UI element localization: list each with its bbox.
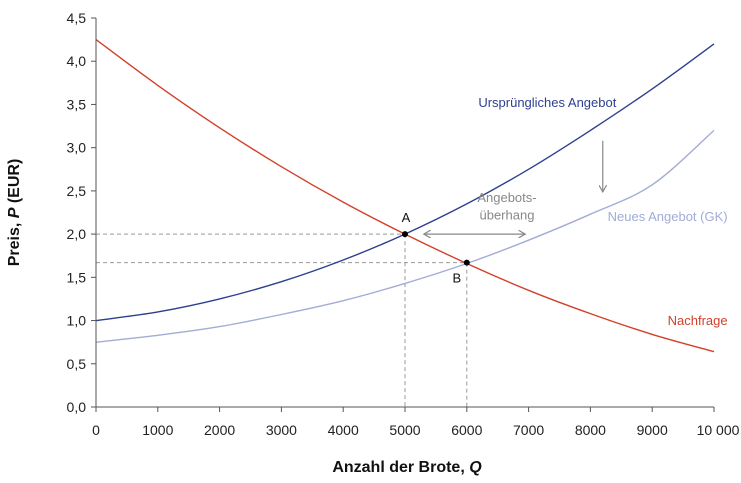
- series-label-ursprungliches-angebot: Ursprüngliches Angebot: [478, 95, 616, 110]
- points-layer: AB: [402, 210, 470, 286]
- x-tick-label: 6000: [451, 422, 482, 438]
- tick-labels: 0,0 0,5 1,0 1,5 2,0 2,5 3,0 3,5 4,0 4,5 0 1000 2000 3…: [67, 10, 740, 438]
- x-tick-label: 1000: [142, 422, 173, 438]
- y-tick-label: 3,0: [67, 140, 87, 156]
- x-axis-title-var: Q: [469, 459, 482, 476]
- x-tick-label: 4000: [328, 422, 359, 438]
- y-tick-label: 4,0: [67, 53, 87, 69]
- y-tick-label: 2,0: [67, 226, 87, 242]
- y-tick-label: 2,5: [67, 183, 87, 199]
- surplus-label-line2: überhang: [479, 207, 534, 222]
- x-tick-label: 8000: [575, 422, 606, 438]
- y-axis-title-var: P: [6, 207, 23, 218]
- x-axis-title: Anzahl der Brote, Q: [332, 459, 482, 476]
- x-tick-label: 10 000: [697, 422, 740, 438]
- y-axis-title-text: Preis,: [6, 218, 23, 266]
- y-axis-title: Preis, P (EUR): [6, 159, 23, 267]
- series-line-neues-angebot: [95, 129, 715, 343]
- y-tick-label: 1,0: [67, 313, 87, 329]
- x-tick-label: 5000: [389, 422, 420, 438]
- y-tick-label: 0,5: [67, 356, 87, 372]
- axes: [91, 17, 715, 412]
- x-tick-label: 7000: [513, 422, 544, 438]
- x-tick-label: 3000: [266, 422, 297, 438]
- series-label-nachfrage: Nachfrage: [668, 313, 728, 328]
- surplus-label-line1: Angebots-: [477, 190, 536, 205]
- x-tick-label: 9000: [637, 422, 668, 438]
- y-tick-label: 3,5: [67, 96, 87, 112]
- y-tick-label: 1,5: [67, 269, 87, 285]
- x-tick-label: 0: [92, 422, 100, 438]
- y-tick-label: 0,0: [67, 399, 87, 415]
- series-label-neues-angebot: Neues Angebot (GK): [608, 209, 728, 224]
- annotations: Ursprüngliches Angebot Neues Angebot (GK…: [425, 95, 728, 328]
- y-tick-label: 4,5: [67, 10, 87, 26]
- equilibrium-point: [463, 259, 470, 266]
- x-tick-label: 2000: [204, 422, 235, 438]
- point-label: B: [452, 271, 461, 286]
- point-label: A: [402, 210, 411, 225]
- x-axis-title-text: Anzahl der Brote,: [332, 459, 469, 476]
- guide-lines: [96, 233, 468, 407]
- y-axis-title-unit: (EUR): [6, 159, 23, 208]
- equilibrium-point: [402, 231, 408, 238]
